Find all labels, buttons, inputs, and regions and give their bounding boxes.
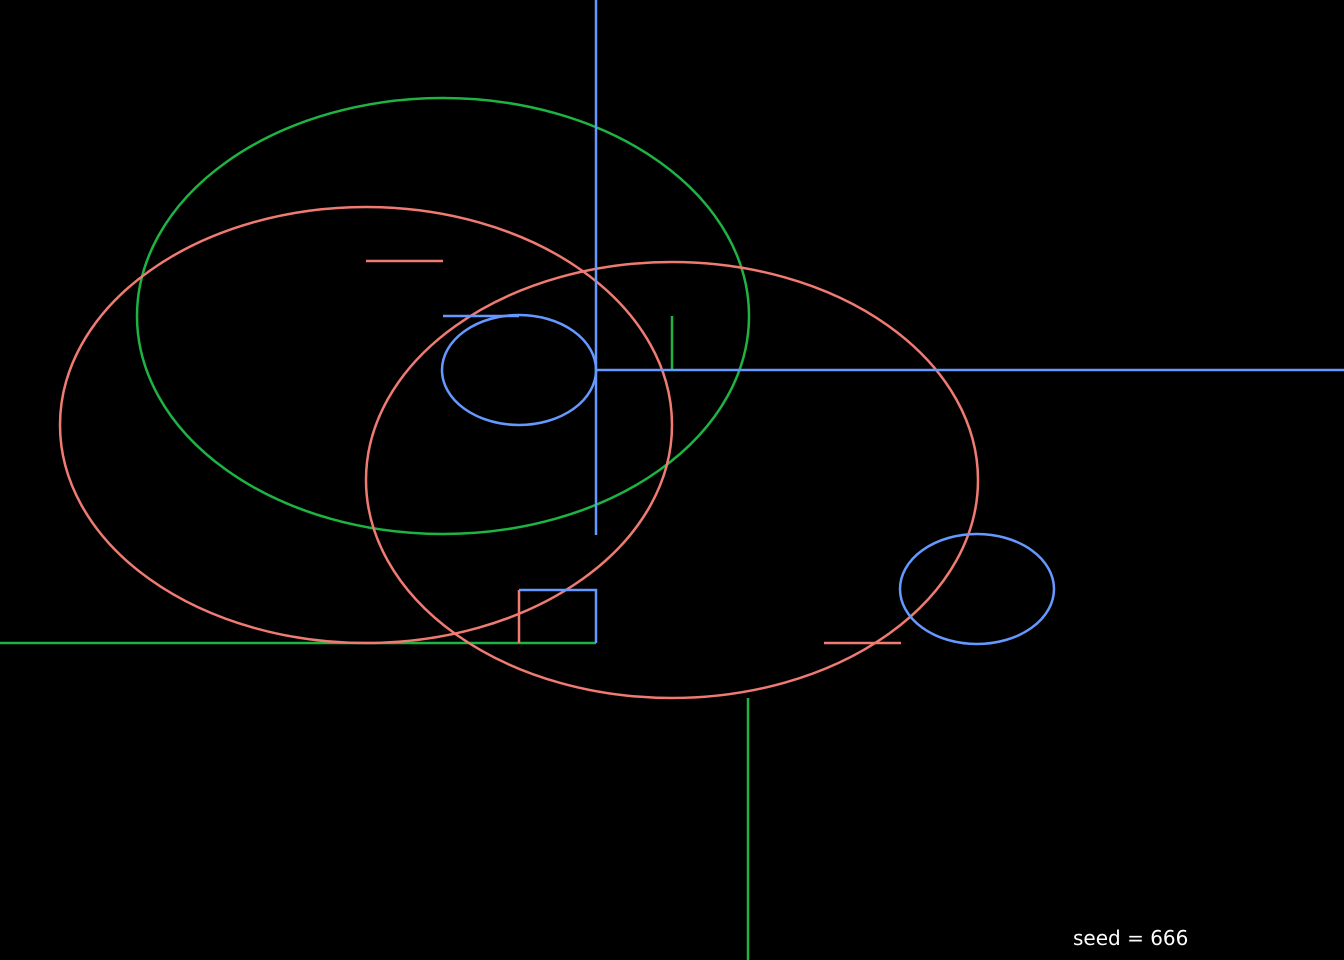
red-ellipse-left [58, 205, 674, 645]
seed-label: seed = 666 [1073, 926, 1189, 950]
blue-bracket [519, 588, 598, 643]
green-ellipse-large [135, 96, 751, 536]
red-ellipse-right [364, 260, 980, 700]
blue-ellipse-right [898, 532, 1056, 646]
